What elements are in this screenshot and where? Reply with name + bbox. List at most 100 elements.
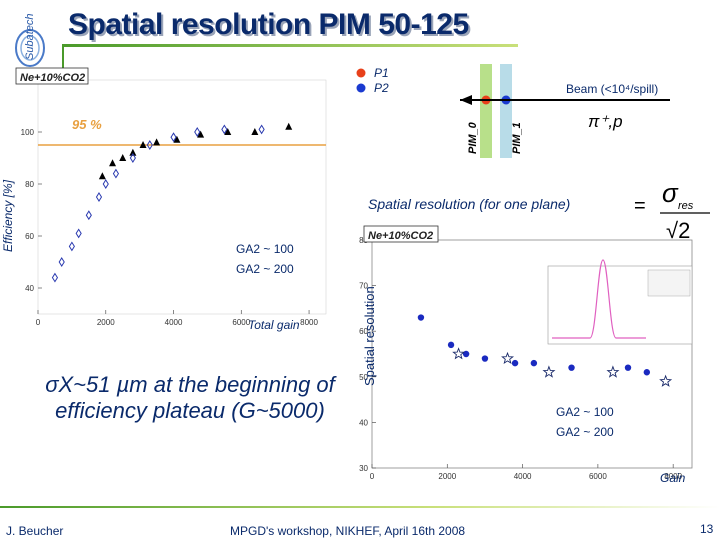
- resolution-ylabel: Spatial resolution: [362, 286, 377, 386]
- efficiency-point-2: [258, 124, 265, 135]
- efficiency-point-1: [173, 135, 181, 143]
- page-number: 13: [700, 522, 714, 536]
- p2-legend-label: P2: [374, 81, 389, 95]
- efficiency-point-1: [285, 122, 293, 130]
- fit-inset: [547, 259, 693, 345]
- efficiency-ytick: 40: [25, 284, 34, 293]
- pim1-label: PIM_1: [511, 122, 523, 154]
- efficiency-point-1: [153, 138, 161, 146]
- efficiency-ytick: 80: [25, 180, 34, 189]
- resolution-gas-label: Ne+10%CO2: [368, 230, 433, 242]
- footer-author: J. Beucher: [6, 524, 64, 538]
- efficiency-chart: 02000400060008000406080100120 Ne+10%CO2 …: [1, 67, 327, 332]
- pim0-plane: [480, 64, 492, 158]
- efficiency-point-2: [58, 257, 65, 267]
- efficiency-point-1: [197, 130, 205, 138]
- p1-legend-marker: [356, 68, 366, 78]
- efficiency-gas-label: Ne+10%CO2: [20, 72, 85, 84]
- efficiency-ytick: 100: [21, 128, 35, 137]
- resolution-point-1: [643, 369, 651, 376]
- efficiency-legend-1: GA2 ~ 100: [236, 242, 294, 256]
- resolution-xtick: 4000: [514, 472, 532, 481]
- resolution-ytick: 60: [359, 327, 368, 336]
- resolution-ytick: 70: [359, 282, 368, 291]
- resolution-legend-1: GA2 ~ 100: [556, 405, 614, 419]
- title-underline: [62, 44, 518, 47]
- efficiency-point-1: [109, 159, 117, 167]
- efficiency-point-2: [51, 272, 59, 283]
- formula-equals: =: [634, 195, 646, 217]
- efficiency-point-2: [102, 179, 109, 189]
- subatech-logo: Subatech: [15, 14, 45, 67]
- efficiency-point-2: [146, 140, 153, 150]
- efficiency-point-2: [129, 153, 136, 163]
- efficiency-point-2: [221, 124, 228, 135]
- resolution-point-2: [542, 365, 556, 378]
- resolution-point-1: [462, 350, 470, 358]
- resolution-point-2: [606, 365, 620, 378]
- resolution-gas-box: [363, 225, 439, 243]
- resolution-xlabel: Gain: [660, 471, 686, 485]
- efficiency-point-1: [98, 172, 106, 180]
- reference-line-label: 95 %: [72, 117, 102, 132]
- resolution-point-2: [501, 351, 515, 365]
- efficiency-point-1: [251, 128, 259, 135]
- efficiency-ytick: 60: [25, 232, 34, 241]
- resolution-points: [417, 314, 673, 387]
- resolution-ytick: 30: [359, 464, 368, 473]
- efficiency-point-2: [85, 210, 92, 221]
- beam-diagram: P1 P2 Beam (<10⁴/spill) π⁺,p PIM_0 PIM_1: [356, 64, 670, 158]
- beam-arrow-head: [460, 95, 472, 105]
- resolution-xtick: 6000: [589, 472, 607, 481]
- sigma-note: σX~51 µm at the beginning of efficiency …: [45, 372, 335, 424]
- resolution-ytick: 50: [359, 373, 368, 382]
- title-shadow: Spatial resolution PIM 50-125: [70, 10, 471, 43]
- efficiency-point-2: [75, 228, 82, 239]
- inset-gaussian: [552, 259, 646, 339]
- efficiency-xtick: 0: [36, 318, 41, 327]
- efficiency-xtick: 6000: [232, 318, 250, 327]
- efficiency-xtick: 4000: [165, 318, 183, 327]
- resolution-point-2: [452, 347, 466, 360]
- efficiency-point-2: [194, 127, 201, 137]
- efficiency-point-2: [112, 168, 120, 179]
- resolution-point-1: [511, 359, 519, 367]
- footer-line: [0, 506, 720, 508]
- spatial-caption: Spatial resolution (for one plane): [368, 196, 571, 212]
- resolution-ytick: 40: [359, 418, 368, 427]
- resolution-point-1: [624, 364, 632, 371]
- efficiency-xlabel: Total gain: [248, 318, 300, 332]
- efficiency-point-2: [170, 132, 177, 143]
- particle-label: π⁺,p: [588, 112, 623, 131]
- inset-stats-box: [647, 269, 691, 297]
- efficiency-plot-area: [37, 79, 327, 315]
- efficiency-point-1: [129, 148, 137, 156]
- efficiency-xtick: 2000: [97, 318, 115, 327]
- formula-subscript: res: [678, 200, 694, 212]
- formula-sigma: σ: [662, 178, 679, 208]
- resolution-xtick: 2000: [438, 472, 456, 481]
- efficiency-point-2: [95, 192, 103, 202]
- efficiency-gas-box: [15, 67, 89, 85]
- resolution-point-1: [417, 314, 425, 321]
- formula-sqrt2: √2: [666, 218, 690, 243]
- resolution-point-2: [659, 374, 673, 387]
- beam-label: Beam (<10⁴/spill): [566, 82, 658, 96]
- resolution-point-1: [481, 355, 489, 362]
- resolution-formula: = σ res √2: [634, 178, 710, 243]
- efficiency-point-1: [119, 154, 127, 161]
- logo-label: Subatech: [24, 14, 36, 60]
- efficiency-xtick: 8000: [300, 318, 318, 327]
- efficiency-point-2: [68, 241, 75, 252]
- resolution-point-1: [530, 359, 538, 367]
- p1-legend-label: P1: [374, 66, 389, 80]
- resolution-point-1: [447, 341, 455, 349]
- resolution-xtick: 8000: [664, 472, 682, 481]
- efficiency-ylabel: Efficiency [%]: [1, 179, 15, 252]
- resolution-legend-2: GA2 ~ 200: [556, 425, 614, 439]
- slide-title: Spatial resolution PIM 50-125: [68, 8, 469, 41]
- pim0-label: PIM_0: [467, 121, 479, 154]
- resolution-point-1: [568, 364, 575, 371]
- footer-event: MPGD's workshop, NIKHEF, April 16th 2008: [230, 524, 466, 538]
